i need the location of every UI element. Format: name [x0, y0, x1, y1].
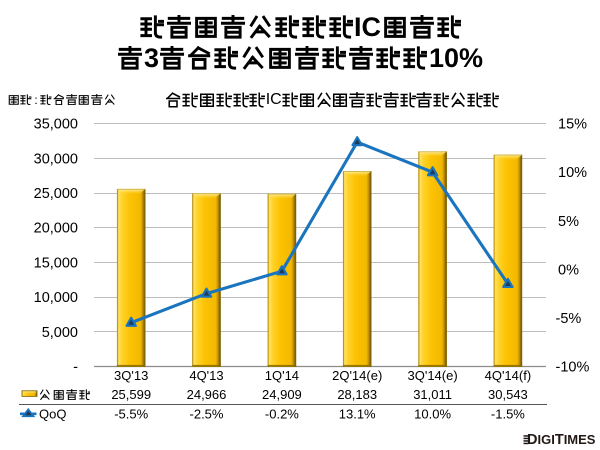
svg-text:-1.5%: -1.5%: [491, 407, 525, 422]
svg-text:-5.5%: -5.5%: [114, 407, 148, 422]
svg-text:5%: 5%: [558, 214, 579, 230]
svg-text:DIGITIMES: DIGITIMES: [527, 432, 596, 448]
svg-text:20,000: 20,000: [34, 221, 78, 237]
svg-text:QoQ: QoQ: [39, 407, 66, 422]
svg-text:4Q'14(f): 4Q'14(f): [485, 368, 532, 383]
svg-text:15,000: 15,000: [34, 255, 78, 271]
svg-text:-2.5%: -2.5%: [190, 407, 224, 422]
svg-text:25,000: 25,000: [34, 186, 78, 202]
svg-text:10.0%: 10.0%: [414, 407, 451, 422]
svg-text:25,599: 25,599: [111, 387, 151, 402]
svg-text:24,966: 24,966: [187, 387, 227, 402]
svg-text:28,183: 28,183: [337, 387, 377, 402]
svg-text:10,000: 10,000: [34, 290, 78, 306]
svg-text:-10%: -10%: [556, 359, 590, 375]
svg-text:30,543: 30,543: [488, 387, 528, 402]
svg-text:-: -: [73, 359, 78, 375]
svg-text:0%: 0%: [558, 262, 579, 278]
svg-text:3Q'13: 3Q'13: [114, 368, 148, 383]
svg-text:-0.2%: -0.2%: [265, 407, 299, 422]
svg-text:-5%: -5%: [556, 311, 582, 327]
svg-text:30,000: 30,000: [34, 151, 78, 167]
svg-text:15%: 15%: [558, 117, 587, 133]
svg-text:24,909: 24,909: [262, 387, 302, 402]
svg-text:4Q'13: 4Q'13: [189, 368, 223, 383]
svg-text:31,011: 31,011: [413, 387, 452, 402]
svg-text:10%: 10%: [558, 165, 587, 181]
svg-text:35,000: 35,000: [34, 117, 78, 133]
svg-text:1Q'14: 1Q'14: [265, 368, 299, 383]
svg-text:5,000: 5,000: [42, 325, 78, 341]
svg-text:13.1%: 13.1%: [339, 407, 376, 422]
svg-text:3Q'14(e): 3Q'14(e): [408, 368, 458, 383]
svg-text:2Q'14(e): 2Q'14(e): [332, 368, 382, 383]
